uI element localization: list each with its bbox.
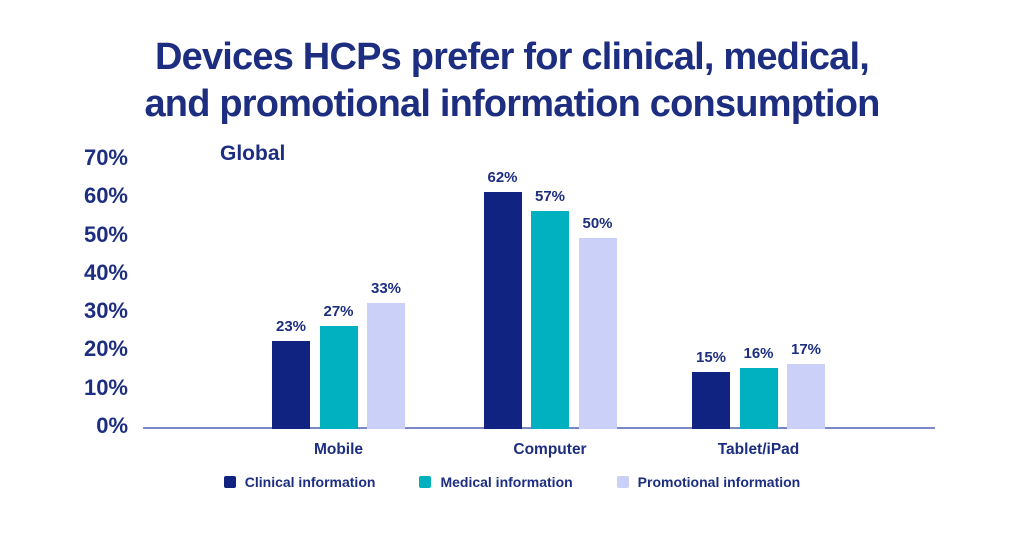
bar xyxy=(578,237,617,429)
y-axis-tick-label: 70% xyxy=(83,144,128,170)
bar-value-label: 33% xyxy=(370,279,402,297)
y-axis-tick-label: 30% xyxy=(83,298,128,324)
bar-value-label: 23% xyxy=(275,317,307,335)
legend: Clinical information Medical information P… xyxy=(0,474,1024,490)
bar xyxy=(272,340,310,429)
y-axis-tick-label: 50% xyxy=(83,221,128,247)
legend-label: Clinical information xyxy=(244,474,376,490)
bar-value-label: 17% xyxy=(790,340,822,358)
legend-label: Promotional information xyxy=(637,474,801,490)
bar-value-label: 15% xyxy=(695,348,727,366)
bar xyxy=(692,371,730,429)
x-axis-category-label: Mobile xyxy=(313,441,364,458)
x-axis-category-label: Tablet/iPad xyxy=(717,441,800,458)
legend-swatch-icon xyxy=(419,476,432,488)
bar xyxy=(367,302,405,429)
legend-item: Medical information xyxy=(419,474,573,490)
bar xyxy=(319,325,358,429)
y-axis-tick-label: 10% xyxy=(83,374,128,400)
bar-value-label: 16% xyxy=(743,344,774,362)
region-label: Global xyxy=(220,142,286,165)
bar xyxy=(531,210,569,429)
legend-swatch-icon xyxy=(616,476,629,488)
legend-label: Medical information xyxy=(440,474,573,490)
bar xyxy=(483,191,522,429)
chart-title-line2: and promotional information consumption xyxy=(144,83,880,125)
legend-item: Promotional information xyxy=(616,474,801,490)
y-axis-tick-label: 60% xyxy=(83,183,128,209)
y-axis: 0% 10% 20% 30% 40% 50% 60% 70% xyxy=(0,0,128,535)
chart-title: Devices HCPs prefer for clinical, medica… xyxy=(0,34,1024,128)
y-axis-tick-label: 40% xyxy=(83,259,128,285)
chart-title-line1: Devices HCPs prefer for clinical, medica… xyxy=(154,36,870,78)
bar-value-label: 50% xyxy=(582,214,613,232)
bar-value-label: 57% xyxy=(534,187,566,205)
x-axis-category-label: Computer xyxy=(513,441,587,458)
y-axis-tick-label: 20% xyxy=(83,336,128,362)
bar-value-label: 62% xyxy=(487,168,518,186)
legend-swatch-icon xyxy=(223,476,236,488)
bar xyxy=(787,363,825,429)
legend-item: Clinical information xyxy=(223,474,376,490)
bar xyxy=(739,367,778,429)
bar-value-label: 27% xyxy=(323,302,354,320)
y-axis-tick-label: 0% xyxy=(96,413,128,438)
